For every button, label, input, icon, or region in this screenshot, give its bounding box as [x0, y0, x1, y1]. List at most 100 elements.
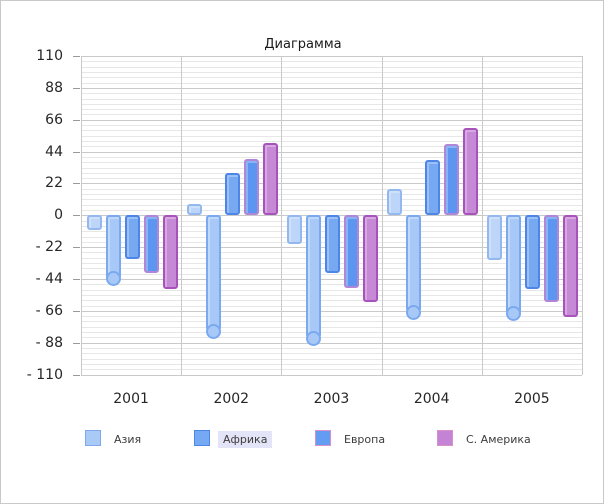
y-axis-tick	[73, 215, 80, 217]
minor-gridline	[81, 140, 582, 142]
bar-series5-2002[interactable]	[262, 142, 278, 216]
vertical-gridline	[481, 56, 483, 375]
minor-gridline	[81, 66, 582, 68]
y-axis-tick	[73, 374, 80, 376]
legend-label: Европа	[344, 433, 386, 446]
y-axis-tick	[73, 151, 80, 153]
legend-swatch-icon	[85, 430, 101, 446]
major-gridline	[81, 56, 582, 57]
bar-series4-2003[interactable]	[343, 215, 359, 288]
bar-series1-2004[interactable]	[387, 189, 403, 216]
y-axis-tick	[73, 183, 80, 185]
drag-handle-circle-2004[interactable]	[406, 304, 422, 320]
bar-series2-2005[interactable]	[506, 215, 522, 314]
minor-gridline	[81, 321, 582, 323]
minor-gridline	[81, 109, 582, 111]
minor-gridline	[81, 289, 582, 291]
x-axis-label-2001: 2001	[113, 391, 149, 407]
minor-gridline	[81, 103, 582, 105]
minor-gridline	[81, 61, 582, 63]
bar-series3-2004[interactable]	[425, 160, 441, 216]
drag-handle-circle-2001[interactable]	[105, 271, 121, 287]
bar-series4-2001[interactable]	[143, 215, 159, 274]
minor-gridline	[81, 204, 582, 206]
minor-gridline	[81, 98, 582, 100]
legend-label: С. Америка	[466, 433, 531, 446]
vertical-gridline	[582, 56, 583, 375]
y-axis-label: 88	[45, 79, 63, 96]
minor-gridline	[81, 71, 582, 73]
y-axis-tick	[73, 310, 80, 312]
minor-gridline	[81, 348, 582, 349]
legend-swatch-icon	[437, 430, 453, 446]
minor-gridline	[81, 135, 582, 137]
legend-label: Африка	[218, 431, 273, 448]
minor-gridline	[81, 93, 582, 95]
bar-series5-2001[interactable]	[162, 215, 178, 290]
y-axis-tick	[73, 119, 80, 121]
y-axis-label: 44	[45, 143, 63, 160]
bar-series1-2005[interactable]	[487, 215, 503, 261]
bar-series2-2004[interactable]	[406, 215, 422, 313]
bar-series4-2002[interactable]	[243, 158, 259, 216]
bar-series1-2001[interactable]	[86, 215, 102, 230]
bar-series4-2005[interactable]	[544, 215, 560, 303]
y-axis-label: - 66	[35, 302, 63, 319]
major-gridline	[81, 278, 582, 280]
y-axis-label: - 110	[26, 366, 63, 383]
major-gridline	[81, 183, 582, 185]
major-gridline	[81, 310, 582, 312]
bar-series2-2001[interactable]	[105, 215, 121, 279]
bar-series3-2005[interactable]	[525, 215, 541, 290]
minor-gridline	[81, 77, 582, 79]
bar-series2-2002[interactable]	[205, 215, 221, 332]
minor-gridline	[81, 199, 582, 201]
minor-gridline	[81, 172, 582, 174]
minor-gridline	[81, 130, 582, 132]
x-axis-label-2004: 2004	[413, 391, 450, 407]
y-axis-tick	[73, 278, 80, 280]
minor-gridline	[81, 146, 582, 148]
minor-gridline	[81, 316, 582, 318]
bar-series1-2002[interactable]	[186, 203, 202, 216]
x-axis-label-2005: 2005	[514, 391, 550, 407]
minor-gridline	[81, 194, 582, 195]
minor-gridline	[81, 167, 582, 169]
drag-handle-circle-2002[interactable]	[205, 323, 221, 339]
minor-gridline	[81, 358, 582, 360]
y-axis-tick	[73, 342, 80, 344]
bar-series5-2003[interactable]	[362, 215, 378, 303]
minor-gridline	[81, 156, 582, 158]
minor-gridline	[81, 337, 582, 339]
x-axis-label-2002: 2002	[213, 391, 250, 407]
bar-series3-2003[interactable]	[324, 215, 340, 274]
y-axis-tick	[73, 87, 80, 89]
bar-series1-2003[interactable]	[286, 215, 302, 245]
legend-swatch-icon	[194, 430, 210, 446]
minor-gridline	[81, 363, 582, 365]
drag-handle-circle-2005[interactable]	[506, 306, 522, 322]
minor-gridline	[81, 284, 582, 286]
y-axis-label: 0	[54, 207, 63, 224]
vertical-gridline	[281, 56, 283, 375]
major-gridline	[81, 87, 582, 89]
minor-gridline	[81, 162, 582, 164]
minor-gridline	[81, 326, 582, 328]
bar-series4-2004[interactable]	[444, 144, 460, 216]
legend-swatch-icon	[315, 430, 331, 446]
minor-gridline	[81, 114, 582, 116]
vertical-gridline	[381, 56, 383, 375]
bar-series2-2003[interactable]	[305, 215, 321, 339]
minor-gridline	[81, 178, 582, 180]
minor-gridline	[81, 305, 582, 307]
bar-series3-2002[interactable]	[224, 173, 240, 216]
drag-handle-circle-2003[interactable]	[305, 330, 321, 346]
y-axis-label: - 88	[35, 334, 63, 351]
bar-series5-2004[interactable]	[463, 128, 479, 216]
bar-series5-2005[interactable]	[563, 215, 579, 317]
major-gridline	[81, 342, 582, 344]
bar-series3-2001[interactable]	[124, 215, 140, 259]
y-axis-tick	[73, 247, 80, 249]
minor-gridline	[81, 273, 582, 275]
